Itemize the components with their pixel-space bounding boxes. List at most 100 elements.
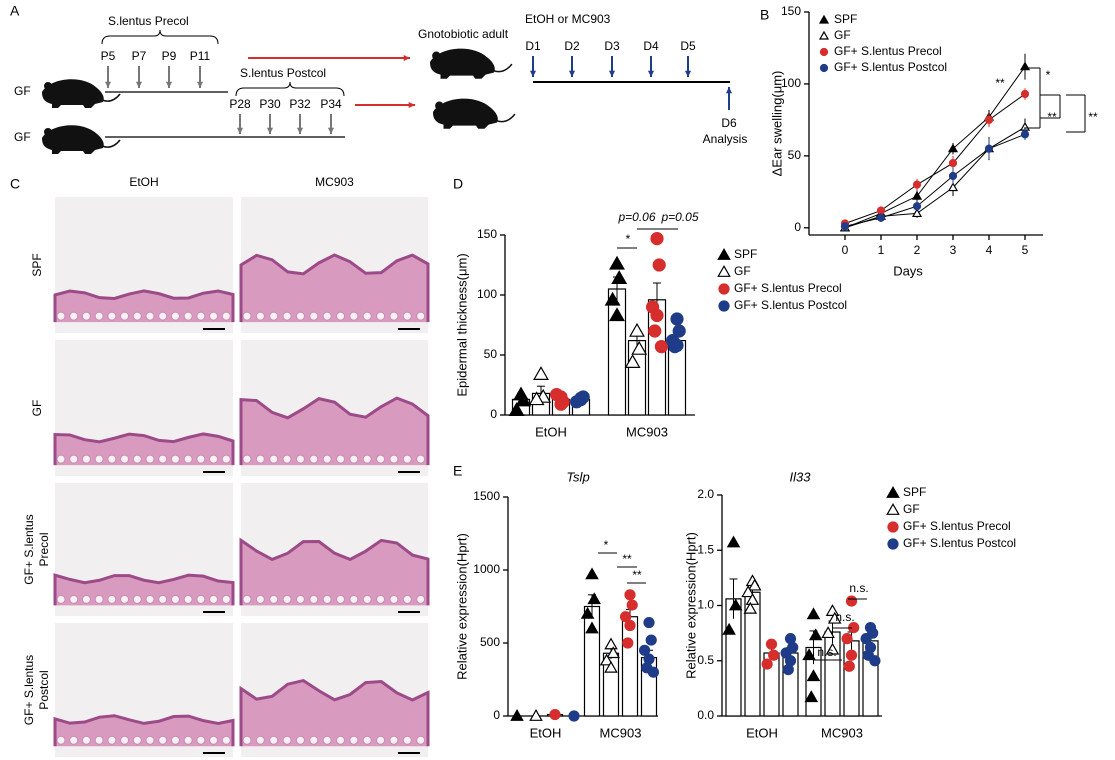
fat-cell	[183, 735, 193, 745]
mouse-icon	[430, 48, 495, 79]
fat-cell	[221, 311, 231, 321]
x-tick-label: EtOH	[535, 424, 567, 439]
x-tick-label: EtOH	[530, 725, 562, 740]
treatment-arrow-head	[647, 70, 655, 77]
marker	[549, 708, 561, 721]
marker	[1020, 130, 1030, 139]
fat-cell	[120, 735, 130, 745]
marker	[745, 593, 760, 605]
y-tick-label: 1000	[473, 562, 500, 576]
mouse-icon	[42, 125, 104, 154]
legend-marker	[818, 14, 830, 24]
fat-cell	[94, 594, 104, 604]
y-tick-label: 50	[484, 347, 498, 361]
fat-cell	[170, 311, 180, 321]
fat-cell	[107, 311, 117, 321]
row-label: GF+ S.lentus	[22, 655, 36, 725]
marker	[876, 206, 886, 215]
treatment-day: D4	[643, 39, 659, 53]
marker	[599, 653, 614, 666]
fat-cell	[242, 454, 252, 464]
fat-cell	[242, 594, 252, 604]
day-arrow-head	[236, 127, 244, 134]
legend-label: GF	[734, 264, 751, 278]
marker	[629, 322, 645, 337]
treatment-arrow-head	[529, 70, 537, 77]
fat-cell	[322, 311, 332, 321]
fat-cell	[158, 311, 168, 321]
y-tick-label: 150	[477, 227, 497, 241]
fat-cell	[209, 594, 219, 604]
annotation: **	[1088, 110, 1098, 124]
x-tick-label: 0	[842, 243, 849, 257]
fat-cell	[158, 735, 168, 745]
legend-marker	[886, 503, 900, 515]
fat-cell	[132, 735, 142, 745]
marker	[510, 709, 524, 721]
panel-label: B	[760, 7, 769, 23]
marker	[806, 669, 821, 682]
fat-cell	[282, 735, 292, 745]
legend-label: GF	[903, 502, 920, 516]
marker	[825, 642, 840, 655]
annotation: *	[1046, 68, 1051, 82]
column-header: EtOH	[129, 175, 158, 189]
marker	[827, 611, 842, 624]
marker	[585, 621, 599, 634]
legend-marker	[718, 283, 730, 295]
marker	[654, 340, 669, 354]
fat-cell	[336, 454, 345, 464]
fat-cell	[196, 454, 206, 464]
legend-label: GF	[834, 28, 851, 42]
x-tick-label: 4	[986, 243, 993, 257]
fat-cell	[170, 735, 180, 745]
marker	[845, 649, 858, 661]
column-header: MC903	[315, 175, 354, 189]
fat-cell	[145, 594, 155, 604]
day-label: P28	[229, 97, 251, 111]
x-tick-label: MC903	[626, 424, 668, 439]
fat-cell	[282, 594, 292, 604]
mouse-tail	[492, 63, 513, 73]
marker	[587, 592, 601, 605]
fat-cell	[196, 594, 206, 604]
brace	[101, 29, 219, 45]
y-tick-label: 50	[788, 148, 802, 162]
marker	[761, 658, 773, 670]
fat-cell	[81, 594, 91, 604]
legend-label: GF+ S.lentus Precol	[834, 44, 942, 58]
legend-label: SPF	[734, 247, 757, 261]
tissue	[241, 540, 428, 606]
fat-cell	[255, 735, 265, 745]
fat-cell	[221, 594, 231, 604]
precol-title: S.lentus Precol	[108, 14, 189, 28]
fat-cell	[158, 594, 168, 604]
marker	[568, 710, 580, 722]
fat-cell	[196, 735, 206, 745]
legend-marker	[819, 63, 829, 73]
marker	[947, 143, 959, 153]
fat-cell	[349, 735, 359, 745]
marker	[670, 312, 684, 326]
fat-cell	[81, 735, 91, 745]
fat-cell	[269, 594, 279, 604]
fat-cell	[309, 454, 319, 464]
fat-cell	[81, 311, 91, 321]
fat-cell	[295, 454, 305, 464]
marker	[580, 606, 595, 619]
marker	[619, 611, 632, 623]
fat-cell	[120, 594, 130, 604]
y-axis-label: ΔEar swelling(μm)	[769, 71, 784, 177]
annotation: **	[995, 76, 1005, 90]
x-tick-label: MC903	[821, 725, 863, 740]
fat-cell	[362, 594, 372, 604]
fat-cell	[94, 735, 104, 745]
fat-cell	[221, 454, 231, 464]
marker	[948, 171, 958, 181]
marker	[606, 646, 620, 659]
marker	[726, 535, 741, 548]
fat-cell	[145, 735, 155, 745]
legend-marker	[717, 265, 731, 277]
fat-cell	[295, 311, 305, 321]
fat-cell	[322, 594, 332, 604]
